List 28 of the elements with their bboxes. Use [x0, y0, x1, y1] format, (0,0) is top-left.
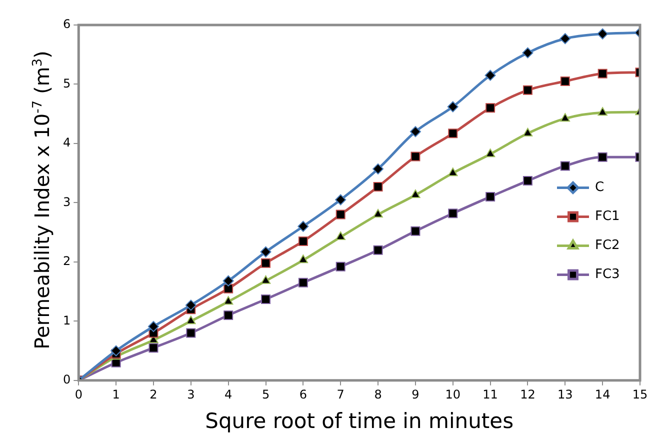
- x-tick-label: 3: [187, 388, 195, 402]
- x-tick-label: 14: [594, 388, 610, 402]
- x-tick-label: 7: [336, 388, 344, 402]
- x-tick-label: 10: [445, 388, 461, 402]
- y-tick-label: 2: [62, 254, 71, 268]
- y-tick-label: 0: [62, 372, 71, 387]
- y-tick-label: 4: [62, 136, 71, 150]
- x-axis-title: Squre root of time in minutes: [205, 408, 514, 433]
- y-tick-label: 1: [62, 313, 71, 328]
- x-tick-label: 5: [262, 388, 270, 402]
- legend-label: FC1: [595, 209, 620, 224]
- x-tick-label: 11: [482, 388, 498, 402]
- legend-label: C: [595, 180, 604, 196]
- x-tick-label: 2: [150, 388, 158, 402]
- x-tick-label: 4: [224, 388, 232, 402]
- x-tick-label: 15: [632, 388, 648, 402]
- x-tick-label: 8: [374, 388, 382, 402]
- x-tick-label: 1: [112, 388, 120, 402]
- legend-label: FC3: [595, 267, 620, 282]
- y-tick-label: 3: [62, 194, 71, 209]
- y-tick-label: 6: [62, 17, 71, 32]
- x-tick-label: 6: [299, 388, 307, 402]
- y-tick-label: 5: [62, 76, 71, 90]
- x-tick-label: 12: [520, 388, 536, 402]
- x-tick-label: 13: [558, 388, 573, 402]
- legend-label: FC2: [595, 238, 620, 254]
- x-tick-label: 9: [412, 388, 420, 402]
- x-tick-label: 0: [74, 388, 82, 402]
